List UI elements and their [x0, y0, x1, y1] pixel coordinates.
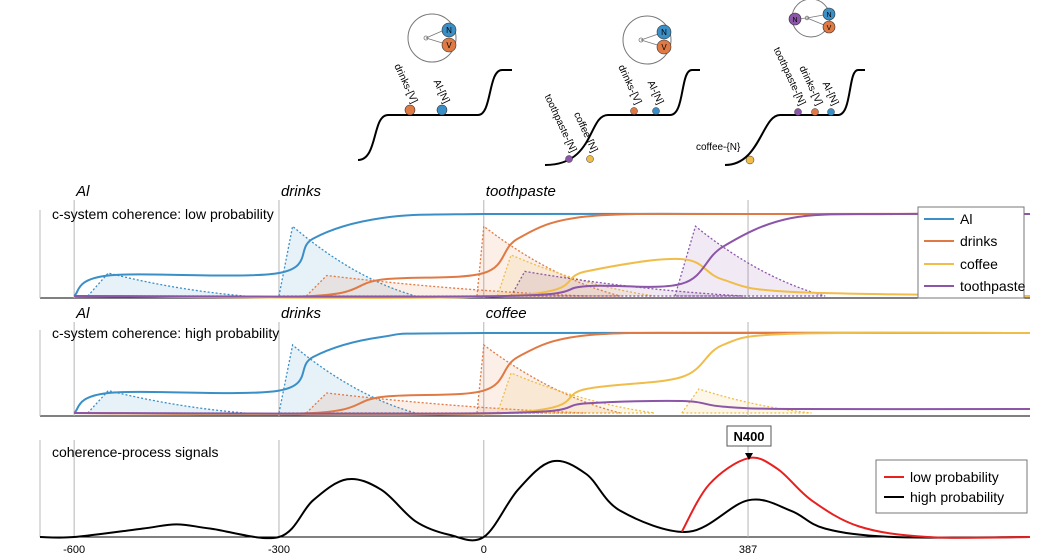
panel-title: c-system coherence: high probability: [52, 325, 279, 341]
system-circle-3: N N V: [788, 0, 836, 38]
diagram-label: coffee-{N}: [696, 142, 741, 153]
series-line-toothpaste: [74, 212, 1031, 298]
energy-landscape: [544, 69, 700, 166]
drinks-ball: [630, 107, 638, 115]
annotation-label: N400: [733, 429, 764, 444]
diagram-label: Al-[N]: [431, 78, 452, 106]
legend-label: Al: [960, 211, 972, 227]
activation-transient-al: [278, 343, 416, 414]
series-line-low-probability: [680, 456, 1031, 539]
series-line-high-probability: [39, 459, 1031, 542]
legend: Al drinks coffee toothpaste: [917, 206, 1026, 299]
legend: low probability high probability: [875, 459, 1028, 514]
energy-landscape: [724, 69, 865, 166]
panel-series: [39, 456, 1031, 542]
panel-gridlines: [73, 440, 749, 537]
coffee-ball: [586, 155, 594, 163]
diagram-2: N V toothpaste-[N] coffee-[N] drinks-[V]…: [542, 15, 700, 166]
x-tick-label: -600: [63, 544, 85, 555]
word-label: coffee: [486, 305, 527, 322]
activation-transient-drinks: [476, 343, 621, 414]
toothpaste-ball: [565, 155, 573, 163]
panel-series: [73, 331, 1031, 416]
legend-label: coffee: [960, 256, 998, 272]
circle-node-label: N: [661, 28, 667, 37]
legend-label: drinks: [960, 233, 997, 249]
activation-transient-drinks: [476, 225, 621, 297]
word-label: Al: [75, 305, 90, 322]
system-circle-1: N V: [407, 13, 457, 63]
diagram-1: N V drinks-[V] Al-[N]: [357, 13, 512, 161]
word-label: Al: [75, 183, 90, 200]
panel-title: c-system coherence: low probability: [52, 206, 274, 222]
n400-annotation: N400: [726, 425, 772, 460]
word-labels: Al drinks coffee: [75, 305, 527, 322]
al-ball: [652, 107, 660, 115]
coffee-ball: [745, 155, 755, 165]
diagram-label: toothpaste-[N]: [542, 93, 579, 155]
legend-label: high probability: [910, 489, 1004, 505]
toothpaste-ball: [794, 108, 802, 116]
panel-title: coherence-process signals: [52, 444, 219, 460]
activation-transient-al: [86, 272, 245, 297]
series-line-toothpaste: [74, 399, 1031, 415]
activation-transient-drinks: [304, 274, 587, 297]
panel-gridlines: [73, 200, 749, 298]
x-tick-label: 387: [739, 544, 757, 555]
activation-transient-toothpaste: [674, 225, 826, 297]
activation-transient-drinks: [304, 392, 587, 414]
drinks-ball: [811, 108, 819, 116]
al-ball: [436, 104, 448, 116]
diagram-3: N N V coffee-{N} toothpaste-[N] drinks-[…: [696, 0, 865, 166]
diagram-label: drinks-[V]: [391, 62, 419, 105]
drinks-ball: [404, 104, 416, 116]
word-labels: Al drinks toothpaste: [75, 183, 556, 200]
x-tick-label: 0: [481, 544, 487, 555]
word-label: drinks: [281, 183, 322, 200]
circle-node-label: N: [792, 17, 797, 24]
legend-label: toothpaste: [960, 278, 1026, 294]
circle-node-label: N: [446, 26, 452, 35]
panel-high-probability: c-system coherence: high probability Al d…: [39, 305, 1031, 417]
panel-low-probability: c-system coherence: low probability Al dr…: [39, 183, 1031, 299]
word-label: drinks: [281, 305, 322, 322]
legend-label: low probability: [910, 469, 999, 485]
series-line-coffee: [74, 257, 1031, 299]
diagram-label: Al-[N]: [645, 79, 666, 107]
circle-node-label: N: [826, 12, 831, 19]
circle-node-label: V: [827, 25, 832, 32]
panel-coherence-signals: -600 -300 0 387 coherence-process signals N…: [39, 425, 1031, 555]
activation-transient-al: [278, 225, 416, 297]
x-tick-labels: -600 -300 0 387: [63, 544, 757, 555]
circle-node-label: V: [446, 41, 452, 50]
panel-series: [73, 212, 1031, 299]
system-circle-2: N V: [622, 15, 672, 65]
annotation-arrow: [745, 453, 753, 460]
activation-transient-coffee: [496, 254, 655, 297]
series-line-coffee: [74, 331, 1031, 416]
top-diagrams: N V drinks-[V] Al-[N] N V: [357, 0, 865, 166]
word-label: toothpaste: [486, 183, 556, 200]
al-ball: [827, 108, 835, 116]
energy-landscape: [357, 69, 512, 161]
diagram-label: drinks-[V]: [615, 63, 643, 106]
circle-node-label: V: [661, 43, 667, 52]
diagram-label: Al-[N]: [820, 80, 841, 108]
activation-transient-coffee: [680, 388, 812, 414]
x-tick-label: -300: [268, 544, 290, 555]
activation-transient-al: [86, 389, 245, 414]
activation-transient-coffee: [496, 372, 655, 414]
